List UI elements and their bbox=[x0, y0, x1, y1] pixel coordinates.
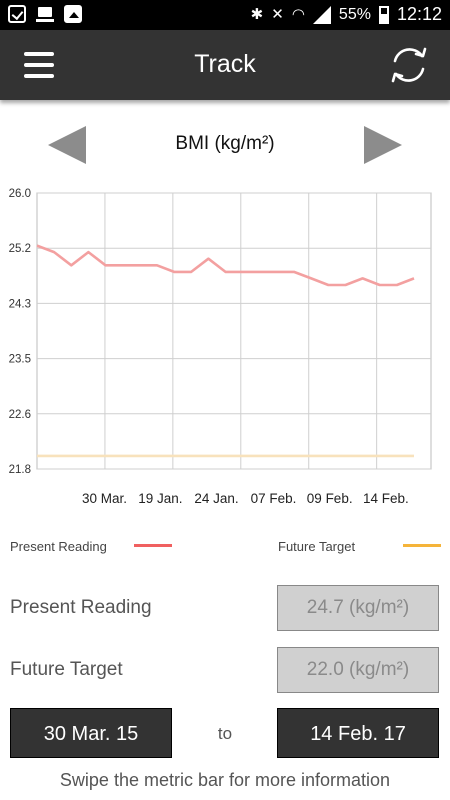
y-tick-label: 24.3 bbox=[9, 298, 31, 310]
metric-title: BMI (kg/m²) bbox=[175, 133, 275, 154]
end-date-button[interactable]: 14 Feb. 17 bbox=[277, 708, 439, 758]
y-tick-label: 26.0 bbox=[9, 188, 31, 200]
menu-icon[interactable] bbox=[24, 52, 54, 78]
signal-icon bbox=[312, 5, 331, 24]
date-range-separator: to bbox=[217, 724, 233, 743]
bluetooth-icon: ✱ bbox=[250, 5, 264, 23]
present-reading-series-line bbox=[36, 244, 415, 287]
wifi-icon: ◠ bbox=[291, 5, 305, 23]
clock: 12:12 bbox=[396, 4, 442, 24]
status-bar: ✱ ✕ ◠ 55% 12:12 bbox=[0, 0, 450, 30]
legend-present-swatch bbox=[134, 544, 172, 547]
upload-icon bbox=[36, 5, 54, 23]
y-tick-label: 25.2 bbox=[9, 243, 31, 255]
mute-icon: ✕ bbox=[271, 5, 284, 23]
future-target-value[interactable]: 22.0 (kg/m²) bbox=[277, 647, 439, 693]
swipe-hint: Swipe the metric bar for more informatio… bbox=[59, 770, 391, 790]
legend-future-label: Future Target bbox=[278, 539, 356, 554]
x-tick-label: 09 Feb. bbox=[307, 491, 353, 506]
y-tick-label: 22.6 bbox=[9, 409, 31, 421]
next-metric-arrow-icon[interactable] bbox=[364, 126, 402, 164]
legend-present-label: Present Reading bbox=[10, 539, 107, 554]
battery-percentage: 55% bbox=[338, 5, 371, 23]
previous-metric-arrow-icon[interactable] bbox=[48, 126, 86, 164]
x-tick-label: 07 Feb. bbox=[251, 491, 297, 506]
present-reading-value[interactable]: 24.7 (kg/m²) bbox=[277, 585, 439, 631]
sync-icon[interactable] bbox=[386, 42, 432, 88]
battery-icon bbox=[378, 5, 389, 24]
x-tick-label: 19 Jan. bbox=[138, 491, 182, 506]
notification-icons bbox=[8, 5, 82, 23]
chart-plot-area bbox=[36, 192, 432, 470]
app-bar: Track bbox=[0, 30, 450, 100]
y-tick-label: 23.5 bbox=[9, 354, 31, 366]
page-title: Track bbox=[194, 50, 256, 78]
x-tick-label: 30 Mar. bbox=[82, 491, 127, 506]
start-date-button[interactable]: 30 Mar. 15 bbox=[10, 708, 172, 758]
system-icons: ✱ ✕ ◠ 55% 12:12 bbox=[251, 4, 442, 25]
bmi-chart: 26.0 25.2 24.3 23.5 22.6 21.8 30 Mar. 19 Jan. 2… bbox=[9, 188, 432, 506]
check-icon bbox=[8, 5, 26, 23]
chart-legend: Present Reading Future Target bbox=[0, 536, 450, 556]
future-target-label: Future Target bbox=[10, 659, 123, 680]
x-tick-label: 24 Jan. bbox=[194, 491, 238, 506]
metric-bar[interactable]: BMI (kg/m²) bbox=[0, 118, 450, 170]
y-tick-label: 21.8 bbox=[9, 464, 31, 476]
image-icon bbox=[64, 5, 82, 23]
present-reading-label: Present Reading bbox=[10, 597, 152, 618]
legend-future-swatch bbox=[403, 544, 441, 547]
x-tick-label: 14 Feb. bbox=[363, 491, 409, 506]
